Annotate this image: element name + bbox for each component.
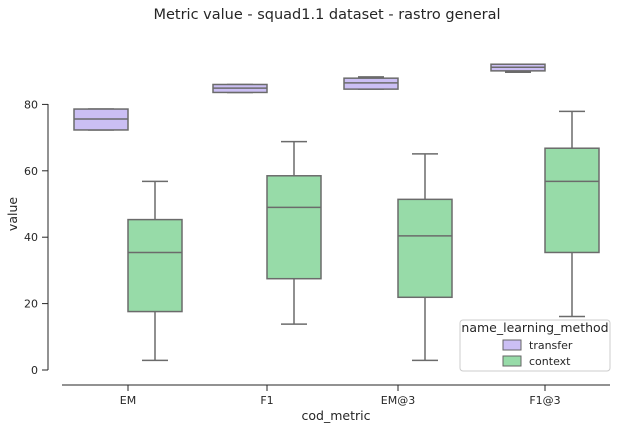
box-transfer-f1@3 bbox=[490, 63, 546, 73]
box-context-em@3 bbox=[397, 153, 453, 362]
y-axis-label: value bbox=[5, 197, 20, 231]
box-context-f1 bbox=[266, 140, 322, 325]
x-tick-label: EM@3 bbox=[381, 394, 415, 407]
x-tick-label: EM bbox=[120, 394, 136, 407]
legend: name_learning_method transfer context bbox=[459, 319, 611, 372]
y-tick-label: 40 bbox=[24, 231, 38, 244]
legend-label-transfer: transfer bbox=[529, 339, 573, 352]
legend-title: name_learning_method bbox=[461, 320, 608, 335]
box-context-em bbox=[127, 180, 183, 362]
y-tick-label: 0 bbox=[31, 364, 38, 377]
legend-label-context: context bbox=[529, 355, 571, 368]
box-body bbox=[343, 77, 399, 90]
y-tick-label: 80 bbox=[24, 98, 38, 111]
box-transfer-em bbox=[73, 108, 129, 131]
x-axis-label: cod_metric bbox=[302, 408, 371, 423]
box-body bbox=[544, 147, 600, 254]
box-transfer-em@3 bbox=[343, 76, 399, 90]
box-series-group bbox=[73, 63, 600, 362]
chart-title: Metric value - squad1.1 dataset - rastro… bbox=[153, 7, 500, 23]
legend-frame bbox=[459, 319, 611, 372]
box-body bbox=[127, 218, 183, 313]
y-tick-label: 20 bbox=[24, 298, 38, 311]
box-transfer-f1 bbox=[212, 83, 268, 94]
legend-swatch-transfer bbox=[502, 339, 522, 351]
y-axis-ticks: 0 20 40 60 80 bbox=[24, 98, 48, 377]
x-axis-ticks: EM F1 EM@3 F1@3 bbox=[120, 385, 561, 407]
x-tick-label: F1 bbox=[260, 394, 273, 407]
box-body bbox=[397, 198, 453, 299]
x-tick-label: F1@3 bbox=[529, 394, 560, 407]
y-tick-label: 60 bbox=[24, 165, 38, 178]
box-context-f1@3 bbox=[544, 110, 600, 318]
legend-swatch-context bbox=[502, 355, 522, 367]
box-body bbox=[266, 175, 322, 280]
